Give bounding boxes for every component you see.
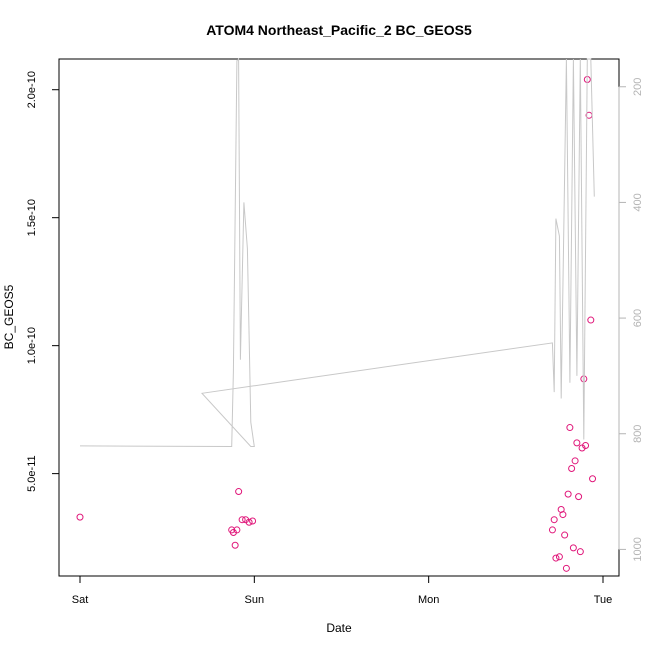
- data-point: [587, 316, 595, 324]
- data-point: [561, 531, 569, 539]
- data-point: [571, 457, 579, 465]
- x-tick-label: Sun: [245, 594, 265, 606]
- x-tick-label: Tue: [594, 594, 613, 606]
- data-point: [238, 516, 246, 524]
- plot-frame: [58, 58, 620, 577]
- data-point: [249, 517, 257, 525]
- y2-tick-label: 400: [632, 193, 644, 211]
- data-point: [566, 424, 574, 432]
- y2-tick-label: 200: [632, 78, 644, 96]
- data-point: [233, 526, 241, 534]
- y2-axis: 200 400 600 800 1000: [618, 78, 644, 562]
- x-axis: Sat Sun Mon Tue: [72, 575, 613, 606]
- data-point: [562, 564, 570, 572]
- data-point: [582, 441, 590, 449]
- data-point: [580, 375, 588, 383]
- data-point: [550, 516, 558, 524]
- y2-tick-label: 1000: [632, 537, 644, 561]
- y-axis-label: BC_GEOS5: [2, 284, 16, 349]
- data-point: [235, 488, 243, 496]
- data-point: [568, 465, 576, 473]
- y-tick-label: 1.5e-10: [26, 199, 38, 236]
- x-tick-label: Sat: [72, 594, 89, 606]
- data-point: [548, 526, 556, 534]
- data-point: [564, 490, 572, 498]
- y-axis: 5.0e-11 1.0e-10 1.5e-10 2.0e-10: [26, 71, 60, 492]
- y-tick-label: 1.0e-10: [26, 327, 38, 364]
- data-point: [555, 553, 563, 561]
- y2-tick-label: 800: [632, 425, 644, 443]
- data-point: [552, 554, 560, 562]
- data-point: [589, 475, 597, 483]
- x-tick-label: Mon: [418, 594, 439, 606]
- data-point: [231, 541, 239, 549]
- data-point: [569, 544, 577, 552]
- data-point: [573, 439, 581, 447]
- chart-title: ATOM4 Northeast_Pacific_2 BC_GEOS5: [206, 22, 472, 38]
- data-point: [76, 513, 84, 521]
- data-point: [576, 548, 584, 556]
- data-point: [575, 493, 583, 501]
- y-tick-label: 2.0e-10: [26, 71, 38, 108]
- series-layer: [76, 57, 597, 572]
- y-tick-label: 5.0e-11: [26, 455, 38, 492]
- data-point: [245, 518, 253, 526]
- y2-tick-label: 600: [632, 309, 644, 327]
- data-point: [559, 511, 567, 519]
- series-line: [79, 57, 595, 448]
- x-axis-label: Date: [326, 621, 352, 635]
